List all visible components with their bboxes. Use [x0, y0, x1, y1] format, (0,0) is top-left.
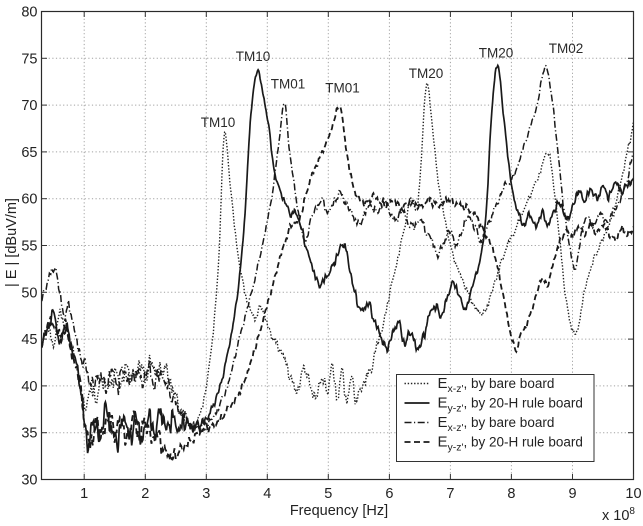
svg-text:50: 50: [21, 285, 37, 301]
svg-text:30: 30: [21, 473, 37, 489]
svg-text:60: 60: [21, 192, 37, 208]
svg-text:45: 45: [21, 332, 37, 348]
svg-text:1: 1: [80, 486, 88, 502]
svg-text:55: 55: [21, 239, 37, 255]
svg-text:65: 65: [21, 145, 37, 161]
svg-text:6: 6: [385, 486, 393, 502]
svg-text:| E | [dBuV/m]: | E | [dBuV/m]: [4, 198, 20, 287]
svg-text:7: 7: [446, 486, 454, 502]
svg-text:Frequency [Hz]: Frequency [Hz]: [290, 503, 388, 519]
svg-text:TM10: TM10: [236, 49, 271, 64]
svg-text:3: 3: [202, 486, 210, 502]
svg-text:40: 40: [21, 379, 37, 395]
svg-text:5: 5: [324, 486, 332, 502]
svg-text:Ex-z', by bare board: Ex-z', by bare board: [438, 375, 555, 395]
svg-text:8: 8: [507, 486, 515, 502]
svg-text:80: 80: [21, 5, 37, 21]
svg-text:35: 35: [21, 426, 37, 442]
svg-text:TM01: TM01: [271, 77, 306, 92]
svg-text:TM02: TM02: [549, 41, 584, 56]
svg-text:x 108: x 108: [602, 506, 635, 524]
svg-text:70: 70: [21, 98, 37, 114]
svg-text:9: 9: [568, 486, 576, 502]
svg-text:TM20: TM20: [409, 66, 444, 81]
svg-text:TM01: TM01: [325, 81, 360, 96]
svg-text:Ex-z', by bare board: Ex-z', by bare board: [438, 414, 555, 434]
svg-text:10: 10: [625, 486, 641, 502]
svg-text:2: 2: [141, 486, 149, 502]
svg-text:Ey-z', by 20-H rule board: Ey-z', by 20-H rule board: [438, 395, 583, 415]
svg-text:Ey-z', by 20-H rule board: Ey-z', by 20-H rule board: [438, 434, 583, 454]
svg-text:TM20: TM20: [479, 46, 514, 61]
svg-text:4: 4: [263, 486, 271, 502]
svg-text:TM10: TM10: [201, 115, 236, 130]
svg-text:75: 75: [21, 51, 37, 67]
